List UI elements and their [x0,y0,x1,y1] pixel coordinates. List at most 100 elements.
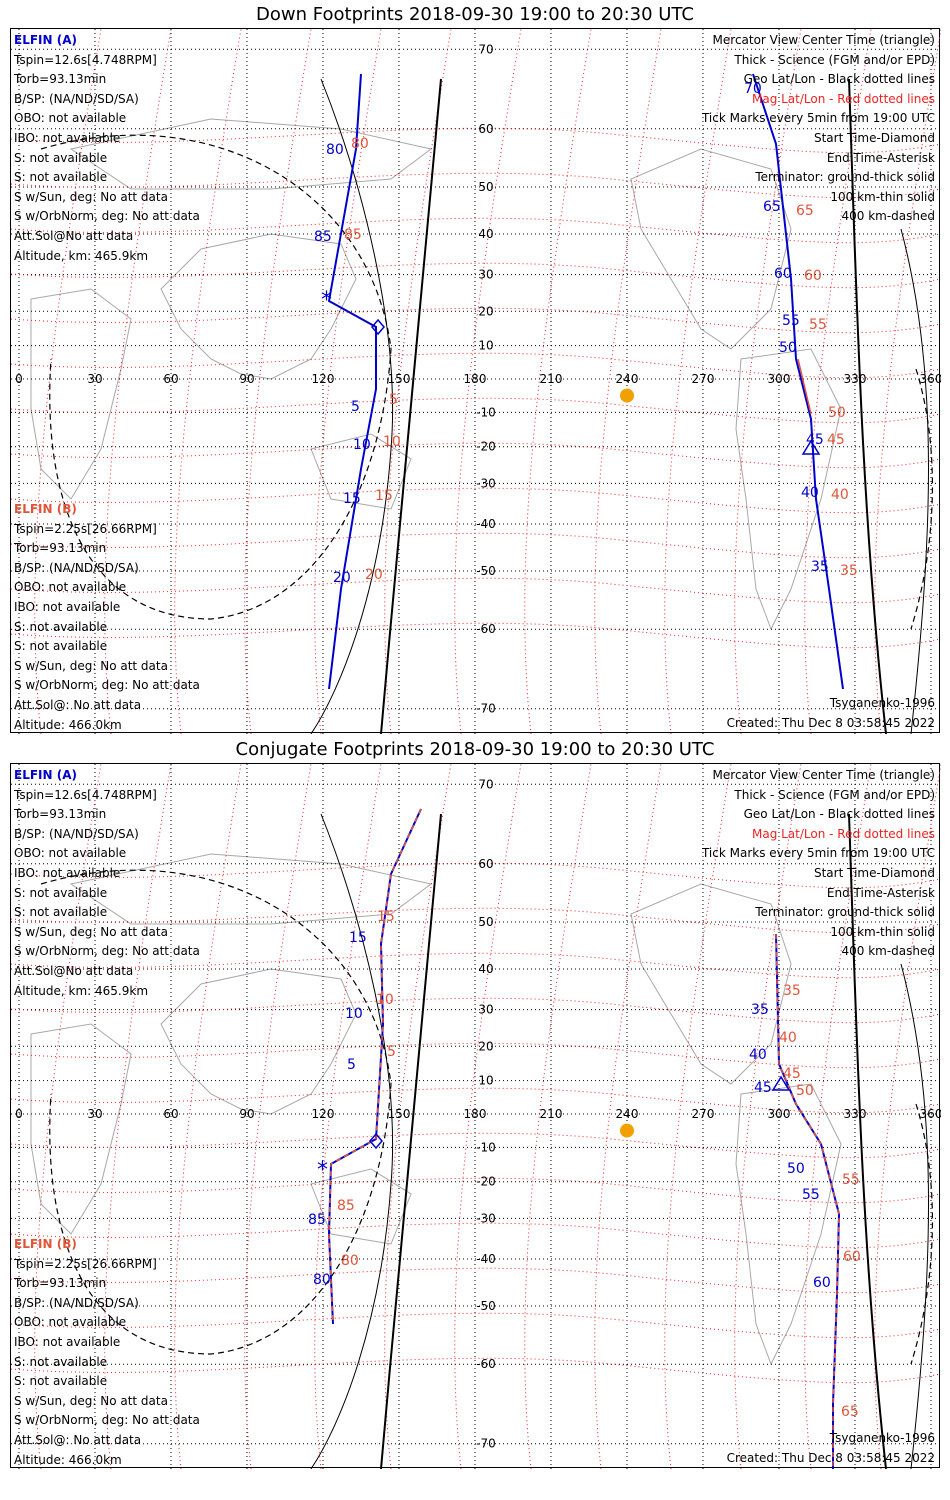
sat-b-info-line: Altitude: 466.0km [14,717,122,732]
sat-a-tick-label: 5 [351,399,360,415]
coastline [30,1023,132,1235]
coastline [310,433,412,510]
sat-b-info-line: IBO: not available [14,1334,121,1349]
sat-a-info-line: S w/OrbNorm, deg: No att data [14,944,200,959]
sat-b-info-line: S w/Sun, deg: No att data [14,658,168,673]
lat-tick-label: 30 [478,268,493,282]
lon-tick-label: 0 [15,372,23,386]
sat-b-tick-label: 60 [804,268,822,284]
sat-a-track-west [327,808,422,1325]
sat-a-info-line: S w/Sun, deg: No att data [14,924,168,939]
sat-a-info-line: Altitude, km: 465.9km [14,248,149,263]
sat-b-tick-label: 65 [796,203,814,219]
panel-title-conjugate: Conjugate Footprints 2018-09-30 19:00 to… [235,739,715,760]
start-time-diamond [369,1132,383,1150]
mag-grid-layer [11,764,941,1469]
sat-a-info-line: IBO: not available [14,130,121,145]
footprint-tracks-layer: *151058580151058580354045505560354045505… [308,808,861,1469]
terminator-ground [380,78,442,734]
sat-a-track-east [752,73,844,690]
terminator-400km [40,134,392,620]
coastline [160,233,357,380]
terminator-100km-east [900,963,929,1469]
axis-labels-layer: 0 30 60 90 120 150 180 210 240 270 300 330 360 70 60 50… [15,777,941,1450]
legend-line: 100 km-thin solid [830,189,935,204]
coastline [630,148,792,350]
sat-b-tick-label: 85 [337,1198,355,1214]
coastline [735,348,842,631]
sat-b-info-line: S w/OrbNorm, deg: No att data [14,678,200,693]
sat-b-info-line: Att.Sol@: No att data [14,697,142,712]
legend-line: Mercator View Center Time (triangle) [712,768,935,782]
sat-a-info-line: Tspin=12.6s[4.748RPM] [14,52,157,67]
sat-b-info-line: IBO: not available [14,599,121,614]
sat-a-tick-label: 85 [308,1212,326,1228]
sat-b-info: ELFIN (B) Tspin=2.25s[26.66RPM] Torb=93.1… [14,500,200,735]
sat-a-tick-label: 60 [774,266,792,282]
lat-tick-label: -60 [476,1357,496,1371]
sat-a-tick-label: 40 [749,1047,767,1063]
center-time-triangle [771,1075,791,1091]
sat-a-info: ELFIN (A) Tspin=12.6s[4.748RPM] Torb=93.1… [14,766,200,1001]
sat-a-info-line: Att.Sol@No att data [14,228,134,243]
coastline [310,1168,412,1245]
sat-b-info-line: Tspin=2.25s[26.66RPM] [14,521,157,536]
sat-b-name: ELFIN (B) [14,502,77,516]
sat-b-info-line: OBO: not available [14,1315,127,1330]
terminator-ground-east [848,813,887,1469]
legend-line: 400 km-dashed [841,944,935,959]
center-time-triangle [801,439,821,455]
lon-tick-label: 60 [163,1107,178,1121]
lat-tick-label: 60 [478,122,493,136]
legend-line: End Time-Asterisk [826,885,935,900]
map-panel-down: 0 30 60 90 120 150 180 210 240 270 300 330 360 70 60 50… [10,28,941,735]
sat-b-tick-label: 55 [809,317,827,333]
sat-b-tick-label: 45 [827,432,845,448]
sat-b-info-line: Torb=93.13min [14,541,107,556]
sat-b-info-line: S: not available [14,1374,108,1389]
lon-tick-label: 210 [540,372,563,386]
legend-line: Terminator: ground-thick solid [755,170,935,185]
mag-meridian [244,764,312,1469]
sat-a-tick-label: 45 [806,432,824,448]
terminator-400km-east [910,368,934,630]
sat-b-tick-label: 35 [840,563,858,579]
mag-parallel [11,907,941,934]
lon-tick-label: 120 [312,1107,335,1121]
sat-b-tick-label: 40 [831,487,849,503]
sat-b-tick-label: 45 [783,1066,801,1082]
sat-a-tick-label: 50 [787,1161,805,1177]
sat-a-tick-label: 20 [333,570,351,586]
sat-a-info-line: IBO: not available [14,865,121,880]
sat-a-tick-label: 80 [326,142,344,158]
mag-parallel [11,127,941,154]
mag-parallel [11,1267,941,1294]
mag-parallel [11,307,941,334]
sat-a-tick-label: 10 [345,1006,363,1022]
sat-a-tick-label: 55 [802,1187,820,1203]
mag-parallel [11,487,941,514]
mag-grid-layer [11,29,941,734]
map-canvas-down: 0 30 60 90 120 150 180 210 240 270 300 330 360 70 60 50… [11,29,941,734]
start-time-diamond [371,318,385,336]
legend-line: Geo Lat/Lon - Black dotted lines [743,72,935,87]
sat-a-track-west [327,73,377,690]
mag-parallel [11,1087,941,1114]
sat-a-info-line: OBO: not available [14,111,127,126]
lat-tick-label: -40 [476,517,496,531]
sat-b-info-line: Torb=93.13min [14,1276,107,1291]
lon-tick-label: 0 [15,1107,23,1121]
lon-tick-label: 120 [312,372,335,386]
sat-b-info-line: S w/Sun, deg: No att data [14,1393,168,1408]
sat-b-tick-label: 20 [365,567,383,583]
lon-tick-label: 60 [163,372,178,386]
terminator-layer [40,813,934,1469]
sat-a-info-line: S w/Sun, deg: No att data [14,189,168,204]
lat-tick-label: -10 [476,1140,496,1154]
mag-parallel [11,1177,941,1204]
sat-a-info-line: Altitude, km: 465.9km [14,983,149,998]
mag-parallel [11,952,941,979]
sat-b-tick-label: 15 [377,909,395,925]
lon-tick-label: 180 [464,372,487,386]
panel-title-down: Down Footprints 2018-09-30 19:00 to 20:3… [256,4,694,25]
